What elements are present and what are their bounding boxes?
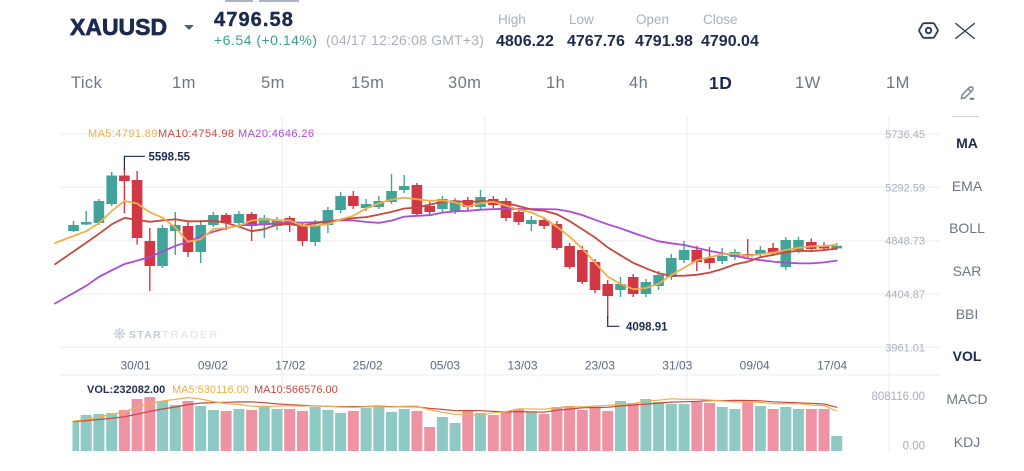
svg-text:MA5:530116.00: MA5:530116.00 xyxy=(172,384,249,396)
svg-text:25/02: 25/02 xyxy=(353,359,383,373)
svg-text:3961.01: 3961.01 xyxy=(885,342,925,354)
svg-text:05/03: 05/03 xyxy=(430,359,460,373)
svg-text:VOL:232082.00: VOL:232082.00 xyxy=(87,384,165,396)
svg-text:30/01: 30/01 xyxy=(120,359,150,373)
svg-text:MA5:4791.89: MA5:4791.89 xyxy=(88,128,158,140)
svg-text:13/03: 13/03 xyxy=(507,359,537,373)
svg-text:808116.00: 808116.00 xyxy=(871,391,925,403)
svg-text:4404.87: 4404.87 xyxy=(885,289,925,301)
svg-text:MA10:566576.00: MA10:566576.00 xyxy=(254,384,338,396)
svg-text:17/02: 17/02 xyxy=(275,359,305,373)
svg-text:17/04: 17/04 xyxy=(817,359,847,373)
svg-text:STAR: STAR xyxy=(129,329,162,341)
svg-text:MA10:4754.98: MA10:4754.98 xyxy=(158,128,234,140)
svg-text:TRADER: TRADER xyxy=(162,329,220,341)
svg-text:5736.45: 5736.45 xyxy=(885,129,925,141)
svg-text:09/02: 09/02 xyxy=(198,359,228,373)
svg-text:5292.59: 5292.59 xyxy=(885,182,925,194)
svg-text:5598.55: 5598.55 xyxy=(149,152,191,164)
svg-text:09/04: 09/04 xyxy=(740,359,770,373)
svg-text:31/03: 31/03 xyxy=(662,359,692,373)
svg-text:0.00: 0.00 xyxy=(903,441,925,453)
svg-text:23/03: 23/03 xyxy=(585,359,615,373)
svg-text:4098.91: 4098.91 xyxy=(626,321,668,333)
svg-text:MA20:4646.26: MA20:4646.26 xyxy=(238,128,314,140)
svg-text:4848.73: 4848.73 xyxy=(885,236,925,248)
